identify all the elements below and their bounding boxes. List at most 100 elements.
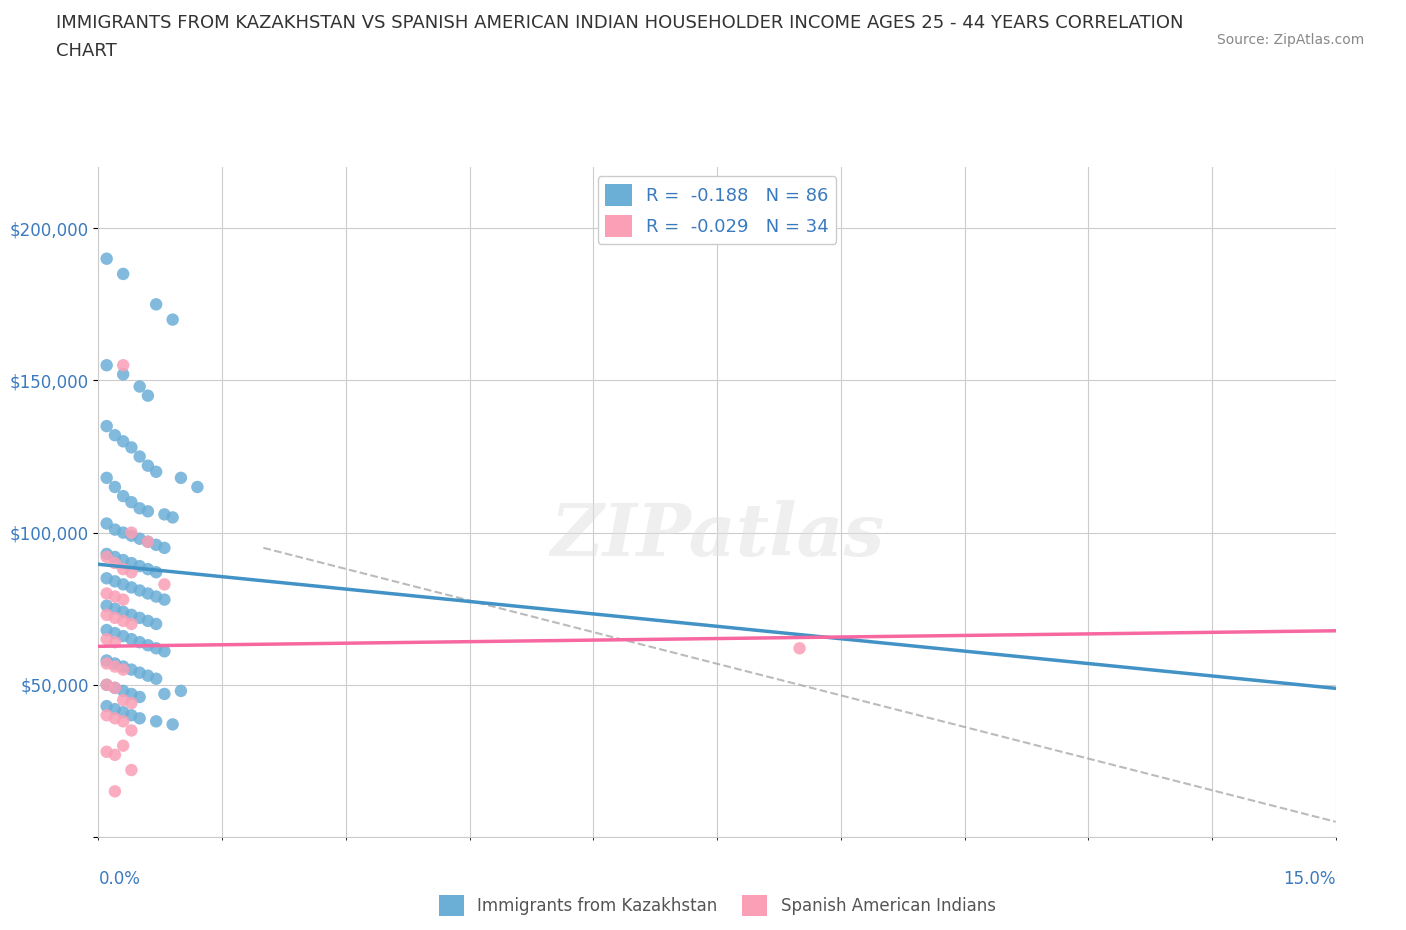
Point xyxy=(96,586,118,601)
Point xyxy=(104,659,127,674)
Point xyxy=(112,358,135,373)
Point xyxy=(136,586,159,601)
Point xyxy=(96,251,118,266)
Point xyxy=(96,708,118,723)
Point xyxy=(145,297,167,312)
Point xyxy=(96,418,118,433)
Point xyxy=(104,681,127,696)
Point xyxy=(120,763,142,777)
Text: ZIPatlas: ZIPatlas xyxy=(550,500,884,571)
Point xyxy=(96,547,118,562)
Point xyxy=(128,449,150,464)
Point xyxy=(120,662,142,677)
Point xyxy=(112,267,135,282)
Point xyxy=(120,440,142,455)
Point xyxy=(120,723,142,737)
Point xyxy=(120,631,142,646)
Point xyxy=(104,681,127,696)
Point xyxy=(104,522,127,537)
Point xyxy=(104,428,127,443)
Point xyxy=(96,677,118,692)
Point xyxy=(96,358,118,373)
Point xyxy=(112,592,135,607)
Point xyxy=(112,693,135,708)
Point xyxy=(136,535,159,550)
Text: 15.0%: 15.0% xyxy=(1284,870,1336,887)
Point xyxy=(104,702,127,717)
Point xyxy=(96,571,118,586)
Point xyxy=(136,638,159,653)
Point xyxy=(96,677,118,692)
Text: CHART: CHART xyxy=(56,42,117,60)
Point xyxy=(136,458,159,473)
Point xyxy=(128,610,150,625)
Point xyxy=(120,686,142,701)
Point xyxy=(153,592,176,607)
Point xyxy=(96,656,118,671)
Point xyxy=(789,641,811,656)
Point xyxy=(112,488,135,503)
Point xyxy=(104,635,127,650)
Point xyxy=(153,686,176,701)
Point xyxy=(145,617,167,631)
Point xyxy=(153,644,176,658)
Point xyxy=(112,552,135,567)
Point xyxy=(128,711,150,725)
Point xyxy=(104,626,127,641)
Legend: Immigrants from Kazakhstan, Spanish American Indians: Immigrants from Kazakhstan, Spanish Amer… xyxy=(432,889,1002,923)
Text: Source: ZipAtlas.com: Source: ZipAtlas.com xyxy=(1216,33,1364,46)
Point xyxy=(136,388,159,403)
Point xyxy=(136,614,159,629)
Point xyxy=(96,653,118,668)
Point xyxy=(112,434,135,449)
Point xyxy=(170,684,193,698)
Point xyxy=(120,696,142,711)
Point xyxy=(120,607,142,622)
Point xyxy=(145,538,167,552)
Point xyxy=(112,659,135,674)
Point xyxy=(120,565,142,579)
Point xyxy=(170,471,193,485)
Point xyxy=(112,684,135,698)
Point xyxy=(120,525,142,540)
Point xyxy=(145,671,167,686)
Point xyxy=(153,577,176,591)
Point xyxy=(104,589,127,604)
Point xyxy=(112,662,135,677)
Point xyxy=(104,555,127,570)
Point xyxy=(128,665,150,680)
Point xyxy=(104,784,127,799)
Point xyxy=(112,577,135,591)
Point xyxy=(104,610,127,625)
Point xyxy=(128,689,150,704)
Point xyxy=(104,656,127,671)
Point xyxy=(112,705,135,720)
Point xyxy=(120,580,142,595)
Point xyxy=(136,504,159,519)
Point xyxy=(112,367,135,382)
Point xyxy=(120,617,142,631)
Point xyxy=(145,714,167,729)
Point xyxy=(136,669,159,684)
Point xyxy=(112,604,135,619)
Point xyxy=(128,583,150,598)
Point xyxy=(153,540,176,555)
Point xyxy=(96,607,118,622)
Point xyxy=(128,635,150,650)
Point xyxy=(128,501,150,516)
Point xyxy=(120,528,142,543)
Text: 0.0%: 0.0% xyxy=(98,870,141,887)
Point xyxy=(104,602,127,617)
Point xyxy=(112,562,135,577)
Point xyxy=(120,708,142,723)
Point xyxy=(96,622,118,637)
Point xyxy=(162,510,184,525)
Point xyxy=(186,480,208,495)
Point xyxy=(96,698,118,713)
Point xyxy=(96,516,118,531)
Point xyxy=(145,641,167,656)
Point xyxy=(112,629,135,644)
Point xyxy=(104,550,127,565)
Point xyxy=(162,717,184,732)
Point xyxy=(104,711,127,725)
